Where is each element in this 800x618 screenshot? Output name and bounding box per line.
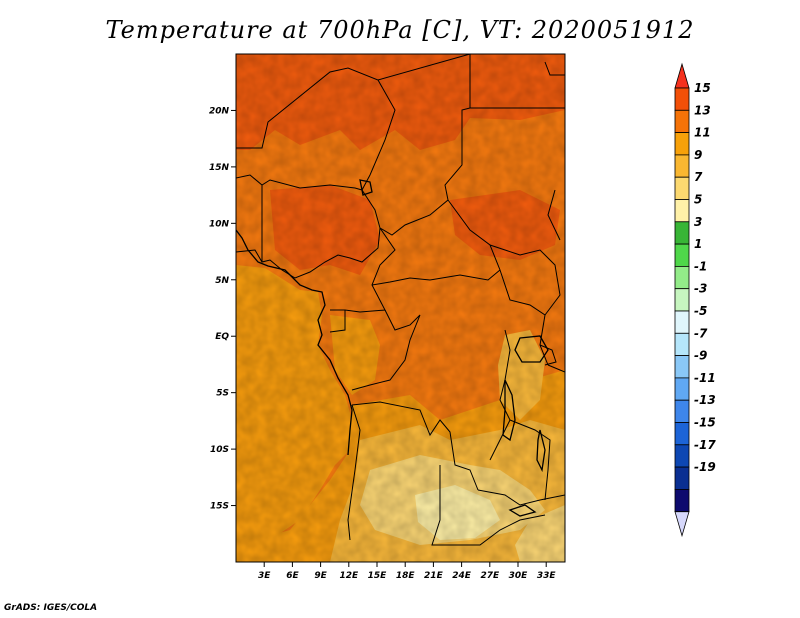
border-line	[236, 189, 381, 279]
legend-label: -15	[694, 416, 716, 430]
lon-tick-label: 15E	[368, 571, 388, 581]
border-line	[477, 489, 565, 506]
lat-tick-label: 15S	[210, 502, 229, 512]
legend-label: 5	[694, 193, 702, 207]
legend-swatch	[674, 466, 690, 490]
legend-label: -7	[694, 326, 708, 340]
legend-label: -9	[694, 349, 707, 363]
lon-tick-label: 21E	[424, 571, 444, 581]
legend-swatch	[674, 444, 690, 468]
border-line	[351, 401, 479, 491]
lon-tick-label: 6E	[286, 571, 299, 581]
lon-tick-label: 9E	[314, 571, 327, 581]
legend-label: -3	[694, 282, 707, 296]
lon-tick-label: 30E	[509, 571, 529, 581]
longitude-axis: 3E 6E 9E 12E 15E 18E 21E 24E 27E 30E 33E	[258, 562, 556, 581]
legend-swatch	[674, 199, 690, 223]
legend-swatch	[674, 87, 690, 111]
border-line	[509, 419, 551, 501]
country-borders	[236, 54, 565, 546]
legend-label: -1	[694, 259, 707, 273]
border-line	[236, 67, 396, 191]
lon-tick-label: 12E	[339, 571, 359, 581]
lon-tick-label: 27E	[480, 571, 500, 581]
latitude-axis: 20N 15N 10N 5N EQ 5S 10S 15S	[209, 106, 236, 512]
border-line	[330, 227, 396, 313]
border-line	[379, 54, 471, 236]
legend-label: 1	[694, 237, 702, 251]
border-line	[371, 199, 501, 286]
legend-swatch	[674, 355, 690, 379]
lat-tick-label: 10S	[210, 445, 229, 455]
border-line	[351, 309, 421, 391]
border-line	[499, 269, 549, 366]
legend-label: 3	[694, 215, 702, 229]
lat-tick-label: 5S	[216, 389, 229, 399]
lon-tick-label: 3E	[258, 571, 271, 581]
legend-label: -5	[694, 304, 707, 318]
lake-kariba	[508, 504, 537, 517]
lat-tick-label: 10N	[209, 219, 230, 229]
lat-tick-label: 5N	[215, 276, 229, 286]
legend-swatch	[674, 265, 690, 290]
legend-swatch	[674, 176, 690, 200]
legend-label: 11	[694, 126, 711, 140]
legend-label: 13	[694, 103, 711, 117]
legend-swatch	[674, 132, 690, 156]
coastline-atlantic	[236, 229, 353, 456]
legend-swatch	[674, 488, 690, 513]
temperature-field	[236, 54, 565, 562]
border-line	[347, 404, 361, 541]
legend-label: -17	[694, 438, 716, 452]
lat-tick-label: 15N	[209, 163, 230, 173]
legend-label: 9	[694, 148, 702, 162]
legend-label: -19	[694, 460, 716, 474]
lake-tanganyika	[502, 379, 516, 442]
color-legend: 15 13 11 9 7 5 3 1 -1 -3 -5 -7 -9 -11 -13 -15 -17 -19	[674, 62, 716, 538]
legend-label: -11	[694, 371, 716, 385]
border-line	[431, 465, 546, 546]
border-line	[377, 54, 471, 81]
lon-tick-label: 24E	[452, 571, 472, 581]
border-line	[489, 244, 561, 316]
lake-victoria	[514, 335, 549, 363]
map-frame	[235, 53, 566, 563]
lon-tick-label: 18E	[396, 571, 416, 581]
legend-swatch	[674, 243, 690, 267]
lat-tick-label: 20N	[209, 106, 230, 116]
lake-malawi	[536, 429, 546, 473]
legend-swatch	[674, 377, 690, 401]
legend-label: -13	[694, 393, 716, 407]
grads-credit: GrADS: IGES/COLA	[4, 603, 98, 613]
legend-swatch	[674, 422, 690, 446]
lake-chad	[359, 179, 373, 196]
legend-swatch	[674, 221, 690, 245]
border-line	[544, 61, 565, 76]
legend-arrow-bottom	[674, 511, 690, 538]
legend-swatch	[674, 310, 690, 334]
legend-swatch	[674, 332, 690, 356]
border-line	[547, 189, 561, 241]
field-texture	[236, 54, 565, 562]
lon-tick-label: 33E	[537, 571, 557, 581]
legend-swatch	[674, 288, 690, 312]
legend-arrow-top	[674, 62, 690, 89]
legend-label: 7	[694, 170, 703, 184]
lat-tick-label: EQ	[215, 332, 229, 342]
border-line	[547, 364, 565, 373]
legend-label: 15	[694, 81, 711, 95]
border-line	[489, 329, 511, 461]
map-title: Temperature at 700hPa [C], VT: 202005191…	[105, 16, 695, 44]
coastlines	[236, 179, 549, 517]
legend-swatch	[674, 399, 690, 423]
border-line	[329, 310, 346, 333]
legend-swatch	[674, 154, 690, 178]
legend-swatch	[674, 109, 690, 134]
